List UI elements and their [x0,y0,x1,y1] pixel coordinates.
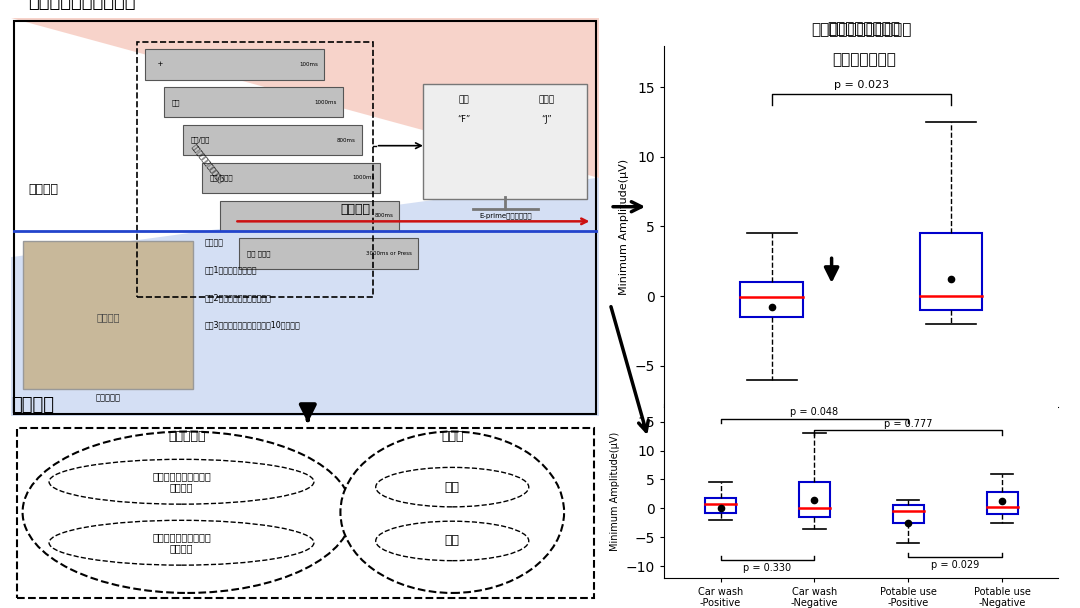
Ellipse shape [376,521,529,561]
Text: 初始/消极: 初始/消极 [191,137,211,143]
Text: 阅读: 阅读 [172,99,180,106]
Text: 实施阶段: 实施阶段 [340,204,370,216]
Ellipse shape [49,459,314,504]
Text: 同意 不同意: 同意 不同意 [247,250,271,257]
Text: 3000ms or Press: 3000ms or Press [366,251,413,256]
Y-axis label: Minimum Amplitude(μV): Minimum Amplitude(μV) [619,159,630,294]
Text: 800ms: 800ms [337,137,355,143]
Text: 同意: 同意 [459,95,470,104]
FancyBboxPatch shape [202,163,380,193]
Text: p = 0.777: p = 0.777 [883,418,932,429]
Text: 100ms: 100ms [299,62,318,67]
FancyBboxPatch shape [164,87,342,117]
Text: 再生水用途: 再生水用途 [168,430,206,443]
Text: 步骤1：洗头并彻底吹干: 步骤1：洗头并彻底吹干 [205,266,257,275]
Text: 不同意: 不同意 [538,95,554,104]
Text: 积极: 积极 [445,481,460,494]
FancyBboxPatch shape [919,233,982,310]
FancyBboxPatch shape [145,49,324,80]
Text: 准备阶段: 准备阶段 [28,184,58,196]
Text: 1000ms: 1000ms [314,100,337,105]
FancyBboxPatch shape [705,498,735,513]
FancyBboxPatch shape [741,282,804,317]
Text: 实验现场: 实验现场 [96,312,120,322]
Text: “F”: “F” [458,115,471,124]
FancyBboxPatch shape [239,238,418,269]
Polygon shape [11,178,599,416]
Polygon shape [11,18,599,178]
Text: 步骤2：向参与人介绍实验步骤: 步骤2：向参与人介绍实验步骤 [205,293,272,302]
Text: 刺激材料: 刺激材料 [11,396,54,413]
Text: 高人体接触程度用途：
饮用用途: 高人体接触程度用途： 饮用用途 [152,471,211,492]
FancyBboxPatch shape [799,482,829,517]
Text: 事件相关电位实验流程: 事件相关电位实验流程 [28,0,136,12]
Text: +: + [153,61,163,67]
FancyBboxPatch shape [220,201,400,231]
Text: 同意/不同意: 同意/不同意 [210,174,233,181]
Ellipse shape [376,468,529,507]
Text: 1000ms: 1000ms [352,176,375,181]
FancyBboxPatch shape [183,125,362,155]
Title: 对再生水回用的刻板印象: 对再生水回用的刻板印象 [811,22,912,38]
Text: p = 0.023: p = 0.023 [834,80,889,90]
Text: 消极: 消极 [445,534,460,547]
Text: E-prime刺激呈现界面: E-prime刺激呈现界面 [478,212,531,219]
FancyBboxPatch shape [423,85,588,199]
Ellipse shape [49,520,314,565]
Ellipse shape [340,432,564,593]
FancyBboxPatch shape [23,241,193,389]
Text: “J”: “J” [541,115,552,124]
FancyBboxPatch shape [893,505,923,523]
Text: p = 0.048: p = 0.048 [791,407,838,417]
Text: 低人体接触程度用途：
洗车用途: 低人体接触程度用途： 洗车用途 [152,532,211,553]
Text: 实验步骤: 实验步骤 [205,239,224,247]
Text: 800ms: 800ms [375,213,393,218]
Text: 实验现场图: 实验现场图 [95,393,120,402]
Text: 每个环节的刺激呈现顺序: 每个环节的刺激呈现顺序 [191,143,225,184]
Text: p = 0.029: p = 0.029 [931,560,980,570]
FancyBboxPatch shape [987,492,1017,514]
Y-axis label: Minimum Amplitude(μV): Minimum Amplitude(μV) [610,431,620,551]
Text: 形容词: 形容词 [441,430,463,443]
Text: 对不同再生水回用: 对不同再生水回用 [827,21,901,36]
Text: 用途的刻板印象: 用途的刻板印象 [832,52,896,67]
Text: p = 0.330: p = 0.330 [743,562,792,573]
Ellipse shape [23,432,352,593]
Text: 步骤3：打号电膏并降低电阻到10欧姆以下: 步骤3：打号电膏并降低电阻到10欧姆以下 [205,320,301,329]
